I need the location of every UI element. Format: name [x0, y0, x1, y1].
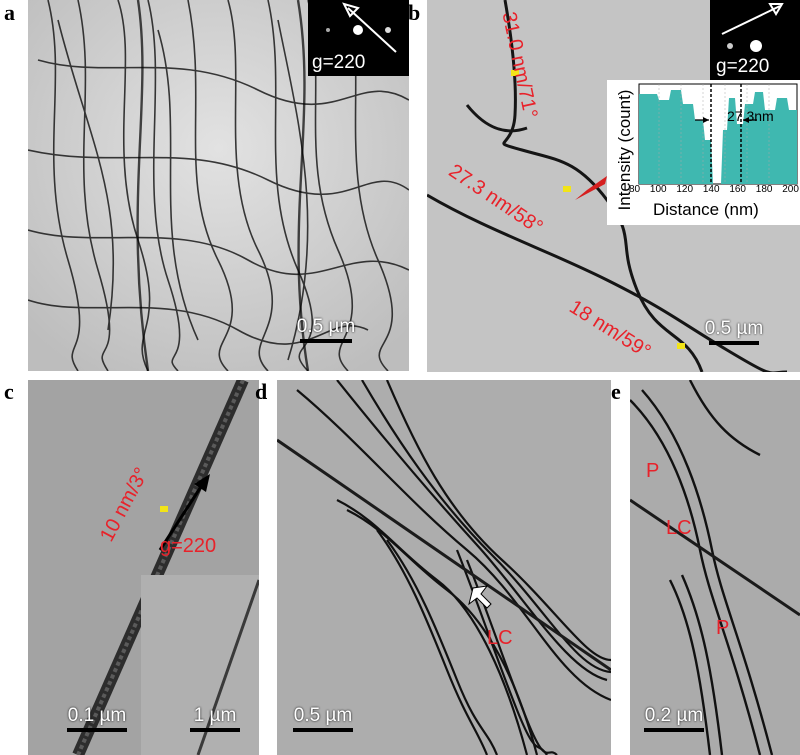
scale-bar-label: 0.1 µm — [67, 705, 127, 726]
panel-label-d: d — [255, 379, 268, 404]
diffraction-vector-label: g=220 — [312, 52, 366, 73]
p-annotation-1: P — [646, 460, 660, 482]
scale-bar-b: 0.5 µm — [689, 318, 779, 345]
single-dislocation-graphic — [28, 380, 259, 755]
x-tick: 80 — [629, 184, 641, 195]
peak-width-label: 27.3nm — [727, 108, 774, 124]
intensity-profile-plot: 27.3nm Intensity (count) 80 100 120 140 … — [607, 80, 800, 225]
panel-label-e: e — [611, 379, 621, 404]
x-tick: 200 — [782, 184, 799, 195]
panel-c-image: 10 nm/3° g=220 0.1 µm 1 µm — [28, 380, 259, 755]
x-tick: 160 — [729, 184, 746, 195]
scale-bar-label: 0.5 µm — [296, 316, 356, 337]
scale-bar-c: 0.1 µm — [62, 705, 132, 732]
dissociated-dislocations-graphic — [277, 380, 611, 755]
partials-lc-graphic — [630, 380, 800, 755]
diffraction-vector-label: g=220 — [160, 535, 217, 557]
inset-scale-bar-label: 1 µm — [193, 705, 237, 726]
diffraction-vector-label: g=220 — [716, 56, 770, 77]
panel-e-image: P LC P 0.2 µm — [630, 380, 800, 755]
plot-y-axis-label: Intensity (count) — [615, 89, 634, 211]
scale-bar-c-inset: 1 µm — [185, 705, 245, 732]
panel-b-image: g=220 27.3nm Intensity (count) 80 100 12… — [427, 0, 800, 372]
scale-bar-label: 0.5 µm — [704, 318, 764, 339]
x-tick: 120 — [676, 184, 694, 195]
panel-d-image: LC 0.5 µm — [277, 380, 611, 755]
panel-label-b: b — [408, 0, 421, 25]
scale-bar-label: 0.2 µm — [644, 705, 704, 726]
panel-label-c: c — [4, 379, 14, 404]
lc-annotation: LC — [487, 627, 513, 649]
p-annotation-2: P — [716, 617, 730, 639]
panel-a-image: g=220 0.5 µm — [28, 0, 409, 371]
scale-bar-a: 0.5 µm — [286, 316, 366, 343]
diffraction-pattern-inset: g=220 — [710, 0, 800, 80]
x-tick: 180 — [755, 184, 773, 195]
x-tick: 140 — [702, 184, 720, 195]
plot-x-axis-label: Distance (nm) — [653, 200, 759, 219]
panel-label-a: a — [4, 0, 15, 25]
scale-bar-e: 0.2 µm — [634, 705, 714, 732]
plot-x-ticks: 80 100 120 140 160 180 200 — [629, 184, 799, 195]
scale-bar-label: 0.5 µm — [293, 705, 353, 726]
x-tick: 100 — [649, 184, 667, 195]
diffraction-pattern-inset: g=220 — [308, 0, 409, 76]
lc-annotation: LC — [666, 517, 692, 539]
scale-bar-d: 0.5 µm — [283, 705, 363, 732]
